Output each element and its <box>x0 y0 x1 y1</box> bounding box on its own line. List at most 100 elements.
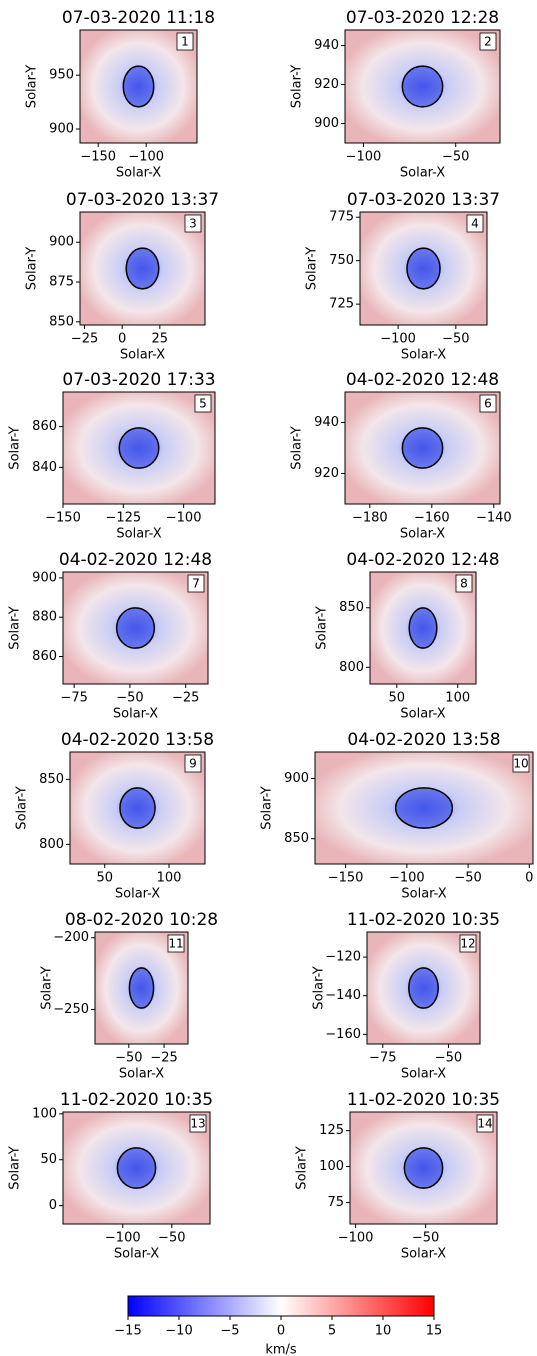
feature-contour <box>403 1147 444 1189</box>
feature-contour <box>119 787 156 829</box>
x-axis-label: Solar-X <box>400 707 445 722</box>
y-tick-label: 900 <box>49 122 74 137</box>
y-tick-label: 940 <box>314 415 339 430</box>
y-axis-label: Solar-Y <box>260 786 275 829</box>
x-tick-label: 50 <box>96 871 113 886</box>
y-tick-label: 900 <box>284 771 309 786</box>
colorbar-tick-label: 5 <box>328 1324 336 1339</box>
y-tick-label: 880 <box>32 610 57 625</box>
axes-frame <box>62 391 216 505</box>
panel-number: 2 <box>484 35 492 49</box>
axes-frame <box>79 29 198 144</box>
x-tick-label: −25 <box>150 1051 177 1066</box>
x-axis-label: Solar-X <box>401 1247 446 1262</box>
y-tick-label: 920 <box>314 77 339 92</box>
y-axis-label: Solar-Y <box>305 247 320 290</box>
y-tick-label: −250 <box>53 1002 89 1017</box>
feature-contour <box>128 967 155 1009</box>
feature-contour <box>125 247 160 290</box>
x-tick-label: −75 <box>60 691 87 706</box>
panel-title: 07-03-2020 13:37 <box>347 190 500 210</box>
colorbar-tick-label: −10 <box>165 1324 192 1339</box>
panel-number: 7 <box>192 577 200 591</box>
axes-frame <box>349 1111 498 1225</box>
colorbar-tick-label: −15 <box>114 1324 141 1339</box>
panel-number: 8 <box>460 577 468 591</box>
axes-frame <box>62 571 209 685</box>
panel-number-box <box>466 214 484 233</box>
panel-number: 1 <box>181 35 189 49</box>
panel-title: 11-02-2020 10:35 <box>60 1090 213 1110</box>
x-axis-label: Solar-X <box>120 348 165 363</box>
panel-number: 4 <box>471 217 479 231</box>
x-tick-label: −50 <box>116 691 143 706</box>
y-tick-label: −200 <box>53 930 89 945</box>
panel-number: 3 <box>189 217 197 231</box>
panel-title: 04-02-2020 13:58 <box>347 730 500 750</box>
x-axis-label: Solar-X <box>116 166 161 181</box>
feature-contour <box>408 967 439 1009</box>
x-tick-label: −150 <box>80 150 116 165</box>
x-tick-label: −100 <box>166 511 202 526</box>
x-axis-label: Solar-X <box>113 707 158 722</box>
y-axis-label: Solar-Y <box>15 786 30 829</box>
y-tick-label: 800 <box>339 660 364 675</box>
y-tick-label: 725 <box>329 297 354 312</box>
x-tick-label: −140 <box>476 511 512 526</box>
panel-number-box <box>167 934 185 953</box>
x-tick-label: −50 <box>454 871 481 886</box>
axes-frame <box>69 751 206 865</box>
axes-frame <box>62 1111 211 1225</box>
y-axis-label: Solar-Y <box>8 426 23 469</box>
panel-title: 04-02-2020 12:48 <box>346 550 499 570</box>
axes-frame <box>314 751 534 865</box>
y-axis-label: Solar-Y <box>290 426 305 469</box>
x-tick-label: −50 <box>158 1231 185 1246</box>
x-axis-label: Solar-X <box>401 348 446 363</box>
x-axis-label: Solar-X <box>401 1067 446 1082</box>
panel-title: 07-03-2020 11:18 <box>62 8 215 28</box>
y-tick-label: 900 <box>49 235 74 250</box>
x-tick-label: −75 <box>369 1051 396 1066</box>
panel-title: 04-02-2020 13:58 <box>61 730 214 750</box>
feature-contour <box>406 247 441 290</box>
x-tick-label: −100 <box>380 332 416 347</box>
panel-title: 04-02-2020 12:48 <box>346 370 499 390</box>
panel-number-box <box>184 214 202 233</box>
panel-number-box <box>194 394 212 413</box>
x-tick-label: 25 <box>152 332 169 347</box>
panel-title: 11-02-2020 10:35 <box>347 910 500 930</box>
panel-number-box <box>512 754 530 773</box>
y-tick-label: 875 <box>49 275 74 290</box>
x-tick-label: −180 <box>352 511 388 526</box>
x-tick-label: −50 <box>442 332 469 347</box>
axes-frame <box>359 211 488 326</box>
x-tick-label: −160 <box>414 511 450 526</box>
panel-number-box <box>176 32 194 51</box>
x-tick-label: −100 <box>105 1231 141 1246</box>
y-tick-label: 920 <box>314 466 339 481</box>
colorbar-label: km/s <box>265 1343 297 1356</box>
panel-title: 08-02-2020 10:28 <box>65 910 218 930</box>
y-tick-label: 940 <box>314 38 339 53</box>
x-tick-label: −100 <box>128 150 164 165</box>
y-axis-label: Solar-Y <box>8 606 23 649</box>
panel-number-box <box>479 32 497 51</box>
panel-number: 11 <box>168 937 183 951</box>
panel-number-box <box>459 934 477 953</box>
x-tick-label: −125 <box>105 511 141 526</box>
panel-number-box <box>476 1114 494 1133</box>
panel-title: 07-03-2020 13:37 <box>66 190 219 210</box>
y-axis-label: Solar-Y <box>25 65 40 108</box>
x-axis-label: Solar-X <box>119 1067 164 1082</box>
y-tick-label: 850 <box>284 831 309 846</box>
x-tick-label: −150 <box>328 871 364 886</box>
y-tick-label: 125 <box>319 1123 344 1138</box>
panel-number-box <box>184 754 202 773</box>
x-tick-label: −100 <box>346 150 382 165</box>
x-tick-label: −50 <box>412 1231 439 1246</box>
x-axis-label: Solar-X <box>400 527 445 542</box>
panel-number: 13 <box>190 1117 205 1131</box>
x-axis-label: Solar-X <box>400 166 445 181</box>
